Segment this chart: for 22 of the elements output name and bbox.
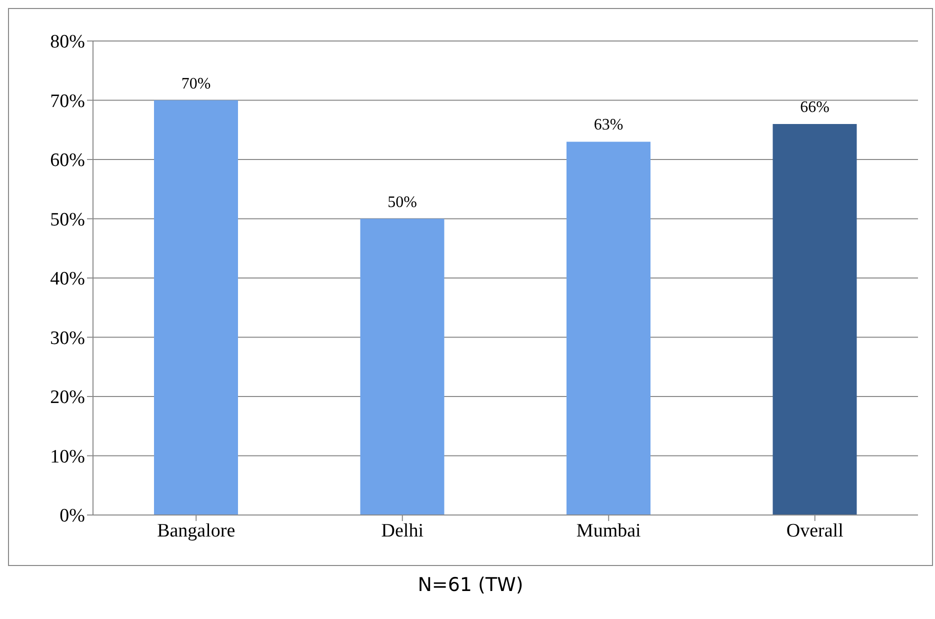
data-label: 63% (594, 116, 624, 134)
bar (360, 218, 444, 515)
text: N=61 (TW) (416, 574, 524, 596)
data-label: 66% (800, 98, 830, 116)
bar (772, 124, 857, 515)
y-tick-label: 10% (50, 446, 86, 468)
y-tick-label: 40% (50, 268, 86, 290)
y-tick-label: 70% (50, 90, 86, 112)
y-tick-label: 20% (50, 387, 86, 408)
x-tick-label: Delhi (381, 520, 424, 542)
data-label: 70% (181, 75, 211, 92)
bar (566, 142, 650, 515)
y-tick-label: 0% (60, 506, 86, 527)
x-tick-label: Bangalore (157, 520, 236, 542)
data-label: 50% (388, 194, 417, 211)
x-tick-label: Overall (786, 520, 844, 542)
y-tick-label: 50% (50, 209, 86, 230)
y-tick-label: 30% (50, 328, 86, 349)
x-tick-label: Mumbai (576, 520, 641, 542)
y-tick-label: 60% (50, 150, 86, 172)
bar (154, 100, 238, 515)
y-tick-label: 80% (50, 32, 86, 53)
